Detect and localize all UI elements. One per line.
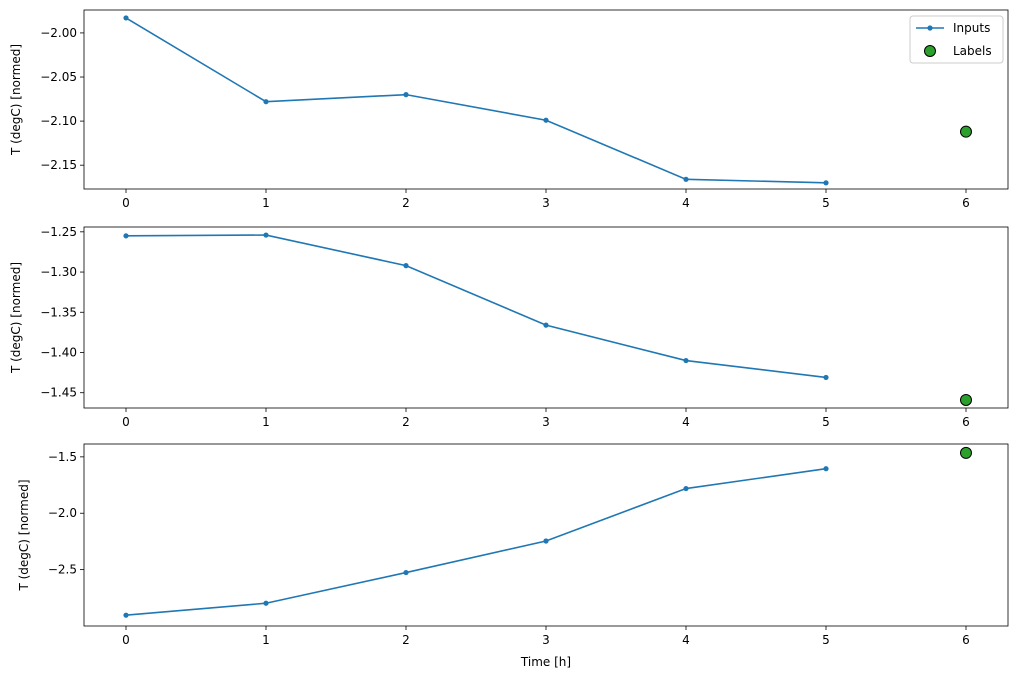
inputs-point [543, 117, 549, 123]
x-tick-label: 2 [402, 196, 410, 210]
x-tick-label: 0 [122, 633, 130, 647]
label-point [960, 125, 972, 138]
y-axis-label: T (degC) [normed] [9, 262, 23, 374]
x-tick-label: 4 [682, 633, 690, 647]
y-axis-label: T (degC) [normed] [9, 44, 23, 156]
inputs-point [683, 357, 689, 364]
x-tick-label: 5 [822, 415, 830, 429]
x-tick-label: 3 [542, 196, 550, 210]
legend: Inputs Labels [909, 15, 1004, 64]
x-tick-label: 1 [262, 415, 270, 429]
y-tick-label: −1.5 [48, 450, 77, 464]
label-point [960, 446, 972, 459]
inputs-point [403, 569, 409, 576]
inputs-point [823, 374, 829, 381]
inputs-point [683, 485, 689, 492]
inputs-point [543, 538, 549, 544]
inputs-point [823, 180, 829, 186]
subplot-2: 0 1 2 3 4 5 6 −1.25 −1.30 −1.35 −1.40 −1.45 T (degC)… [9, 225, 1009, 429]
x-tick-label: 4 [682, 196, 690, 210]
x-tick-label: 3 [542, 633, 550, 647]
x-tick-label: 1 [262, 633, 270, 647]
inputs-point [263, 232, 269, 238]
y-tick-label: −2.00 [40, 26, 77, 40]
y-tick-label: −1.25 [40, 225, 77, 239]
y-tick-label: −1.45 [40, 386, 77, 400]
y-tick-label: −1.35 [40, 305, 77, 319]
x-axis-label: Time [h] [520, 655, 571, 669]
y-tick-label: −2.10 [40, 114, 77, 128]
x-tick-label: 0 [122, 415, 130, 429]
x-tick-label: 2 [402, 415, 410, 429]
y-tick-label: −2.5 [48, 563, 77, 577]
x-tick-label: 0 [122, 196, 130, 210]
x-tick-label: 6 [962, 633, 970, 647]
inputs-point [263, 99, 269, 105]
inputs-point [123, 15, 129, 21]
inputs-point [543, 322, 549, 328]
x-tick-label: 6 [962, 415, 970, 429]
axes-frame [83, 226, 1009, 409]
y-axis-label: T (degC) [normed] [17, 479, 31, 591]
x-tick-label: 5 [822, 196, 830, 210]
x-tick-label: 5 [822, 633, 830, 647]
y-tick-label: −1.30 [40, 265, 77, 279]
x-tick-label: 1 [262, 196, 270, 210]
subplot-1: 0 1 2 3 4 5 6 −2.00 −2.05 −2.10 −2.15 T (degC) [nor… [9, 9, 1009, 210]
inputs-point [403, 263, 409, 269]
axes-frame [83, 9, 1009, 190]
inputs-point [123, 612, 129, 618]
inputs-point [263, 600, 269, 606]
inputs-line [125, 467, 827, 616]
subplot-3: 0 1 2 3 4 5 6 −1.5 −2.0 −2.5 T (degC) [normed] Time… [17, 443, 1009, 669]
legend-inputs-label: Inputs [953, 21, 990, 35]
inputs-point [123, 233, 129, 239]
y-tick-label: −2.05 [40, 70, 77, 84]
legend-labels-label: Labels [953, 44, 992, 58]
inputs-line [125, 234, 827, 379]
x-tick-label: 6 [962, 196, 970, 210]
x-tick-label: 4 [682, 415, 690, 429]
inputs-point [823, 466, 829, 472]
y-tick-label: −1.40 [40, 345, 77, 359]
x-tick-label: 3 [542, 415, 550, 429]
legend-labels-icon [924, 45, 936, 57]
inputs-point [403, 92, 409, 98]
x-tick-label: 2 [402, 633, 410, 647]
axes-frame [83, 443, 1009, 627]
inputs-point [683, 176, 689, 182]
inputs-line [125, 17, 827, 184]
y-tick-label: −2.0 [48, 506, 77, 520]
label-point [960, 393, 972, 406]
y-tick-label: −2.15 [40, 158, 77, 172]
